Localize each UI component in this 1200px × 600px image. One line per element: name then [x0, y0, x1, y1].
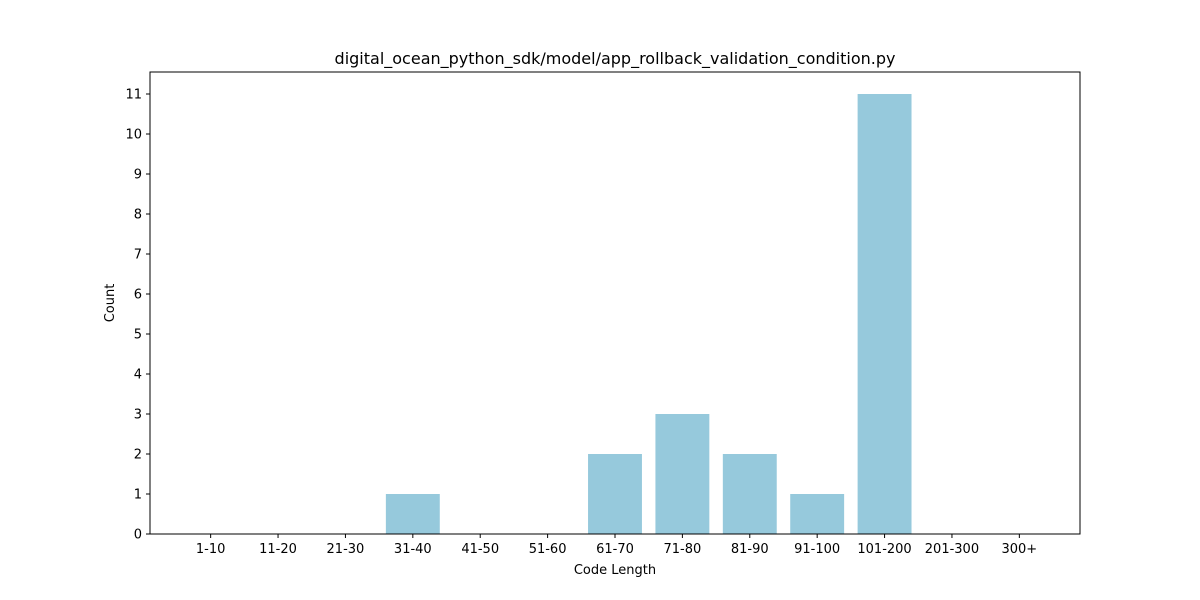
plot-area-frame: [149, 71, 1081, 535]
x-tick-label: 31-40: [394, 542, 432, 557]
x-tick-label: 91-100: [794, 542, 840, 557]
x-tick-label: 201-300: [925, 542, 979, 557]
y-tick-label: 11: [125, 88, 142, 103]
y-tick-label: 8: [134, 208, 142, 223]
x-tick-label: 11-20: [259, 542, 297, 557]
x-tick-label: 300+: [1001, 542, 1037, 557]
bar-71-80: [655, 414, 710, 534]
x-tick-label: 1-10: [196, 542, 226, 557]
y-tick-label: 7: [134, 248, 142, 263]
bar-81-90: [722, 454, 777, 534]
bar-91-100: [790, 494, 845, 534]
bars-group: [385, 94, 912, 534]
y-tick-label: 1: [134, 488, 142, 503]
x-tick-label: 101-200: [857, 542, 911, 557]
y-axis-ticks: 0 1 2 3 4 5 6 7 8 9 10 11: [125, 88, 150, 543]
y-axis-label: Count: [103, 284, 118, 323]
x-tick-label: 71-80: [664, 542, 702, 557]
y-tick-label: 9: [134, 168, 142, 183]
x-tick-label: 51-60: [529, 542, 567, 557]
x-axis-label: Code Length: [574, 563, 656, 578]
x-tick-label: 41-50: [461, 542, 499, 557]
chart-title: digital_ocean_python_sdk/model/app_rollb…: [335, 49, 896, 69]
x-tick-label: 21-30: [327, 542, 365, 557]
x-axis-ticks: 1-10 11-20 21-30 31-40 41-50 51-60 61-70 71-80 8…: [196, 534, 1037, 557]
x-tick-label: 61-70: [596, 542, 634, 557]
bar-101-200: [857, 94, 912, 534]
y-tick-label: 2: [134, 448, 142, 463]
y-tick-label: 3: [134, 408, 142, 423]
y-tick-label: 10: [125, 128, 142, 143]
y-tick-label: 4: [134, 368, 142, 383]
x-tick-label: 81-90: [731, 542, 769, 557]
y-tick-label: 6: [134, 288, 142, 303]
y-tick-label: 0: [134, 528, 142, 543]
bar-31-40: [385, 494, 440, 534]
y-tick-label: 5: [134, 328, 142, 343]
bar-61-70: [588, 454, 642, 534]
